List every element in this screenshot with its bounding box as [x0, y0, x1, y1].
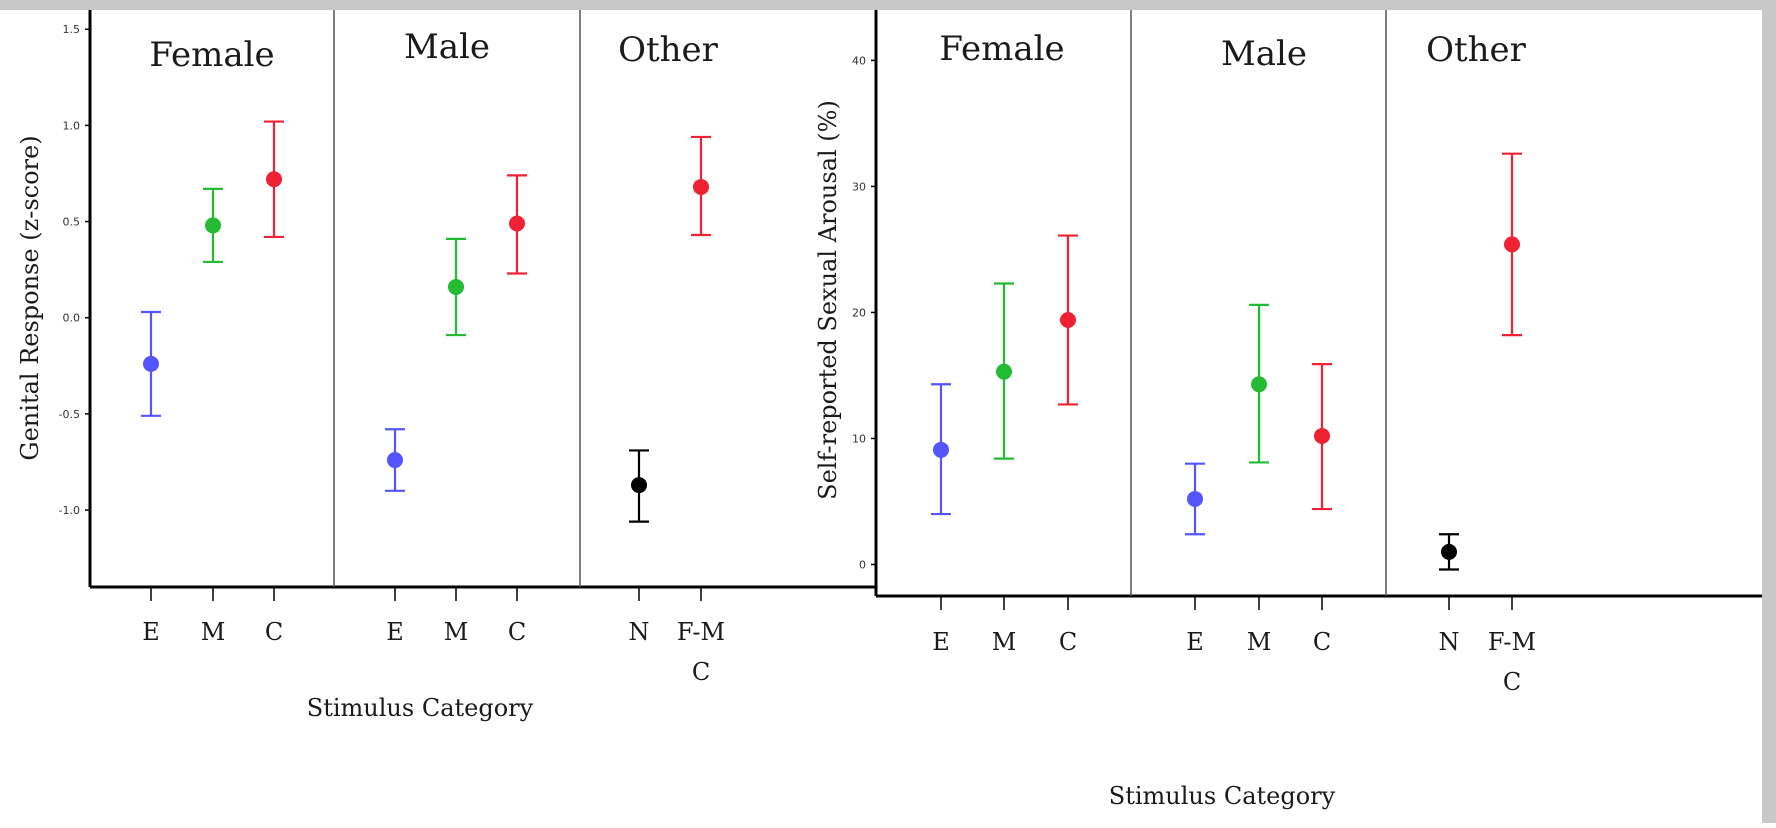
data-point-female-e [931, 383, 951, 516]
y-tick-label: -1.0 [59, 504, 80, 517]
y-tick-label: 0.0 [63, 312, 81, 325]
y-tick-label: 0 [859, 558, 866, 571]
chart-1: 0 10 20 30 40 Self-reported Sexual Arousal (%… [814, 10, 1762, 810]
y-tick-label: -0.5 [59, 408, 80, 421]
point-marker [1504, 236, 1520, 253]
data-point-male-c [507, 174, 527, 275]
x-tick-label-line: C [692, 658, 710, 686]
point-marker [143, 355, 159, 372]
y-tick-label: 1.5 [63, 23, 81, 36]
x-tick-label: C [508, 618, 526, 646]
data-point-female-m [994, 282, 1014, 460]
y-tick-label: 10 [852, 432, 866, 445]
point-marker [448, 278, 464, 295]
data-point-male-e [1185, 462, 1205, 536]
x-tick-label: C [1059, 628, 1077, 656]
x-tick-label: M [1247, 628, 1272, 656]
data-point-other-n [629, 449, 649, 523]
x-tick-label: N [1439, 628, 1460, 656]
data-point-other-n [1439, 533, 1459, 571]
point-marker [509, 215, 525, 232]
data-point-female-c [1058, 234, 1078, 406]
point-marker [1314, 427, 1330, 444]
x-tick-label: E [932, 628, 950, 656]
panel-label-other: Other [618, 30, 719, 70]
right-border [1762, 0, 1776, 823]
data-point-female-c [264, 120, 284, 239]
data-point-male-m [1249, 303, 1269, 464]
y-tick-label: 30 [852, 180, 866, 193]
point-marker [1060, 312, 1076, 329]
x-tick-label: N [629, 618, 650, 646]
y-tick-label: 0.5 [63, 216, 81, 229]
y-axis-title: Genital Response (z-score) [16, 135, 44, 460]
chart-0: -1.0 -0.5 0.0 0.5 1.0 1.5 Genital Response (z-… [16, 10, 876, 722]
x-tick-label: C [265, 618, 283, 646]
panel-label-other: Other [1426, 30, 1527, 70]
panel-label-female: Female [149, 35, 274, 75]
data-point-male-e [385, 428, 405, 492]
data-point-male-m [446, 237, 466, 337]
top-border [0, 0, 1776, 10]
x-tick-label-line: C [1503, 668, 1521, 696]
x-tick-label: M [444, 618, 469, 646]
x-tick-label: M [992, 628, 1017, 656]
data-point-female-e [141, 310, 161, 417]
panel-label-male: Male [404, 27, 490, 67]
x-axis-title: Stimulus Category [1109, 782, 1336, 810]
point-marker [266, 171, 282, 188]
panel-label-female: Female [939, 29, 1064, 69]
point-marker [205, 217, 221, 234]
x-tick-label: E [1186, 628, 1204, 656]
x-tick-label: C [1313, 628, 1331, 656]
x-tick-label: M [201, 618, 226, 646]
point-marker [631, 477, 647, 494]
y-tick-label: 20 [852, 306, 866, 319]
point-marker [1187, 490, 1203, 507]
y-tick-label: 40 [852, 54, 866, 67]
point-marker [1441, 543, 1457, 560]
point-marker [1251, 376, 1267, 393]
panel-label-male: Male [1221, 34, 1307, 74]
x-tick-label-line: F-M [1488, 628, 1536, 656]
point-marker [387, 452, 403, 469]
x-tick-label-line: F-M [677, 618, 725, 646]
x-tick-label: F-M C [677, 618, 725, 686]
data-point-other-f-mc [691, 135, 711, 237]
y-axis-title: Self-reported Sexual Arousal (%) [814, 100, 842, 500]
x-tick-label: E [386, 618, 404, 646]
x-tick-label: F-M C [1488, 628, 1536, 696]
point-marker [693, 178, 709, 195]
data-point-female-m [203, 187, 223, 264]
data-point-male-c [1312, 363, 1332, 511]
point-marker [933, 441, 949, 458]
x-axis-title: Stimulus Category [307, 694, 534, 722]
point-marker [996, 363, 1012, 380]
data-point-other-f-mc [1502, 152, 1522, 337]
x-tick-label: E [142, 618, 160, 646]
y-tick-label: 1.0 [63, 119, 81, 132]
